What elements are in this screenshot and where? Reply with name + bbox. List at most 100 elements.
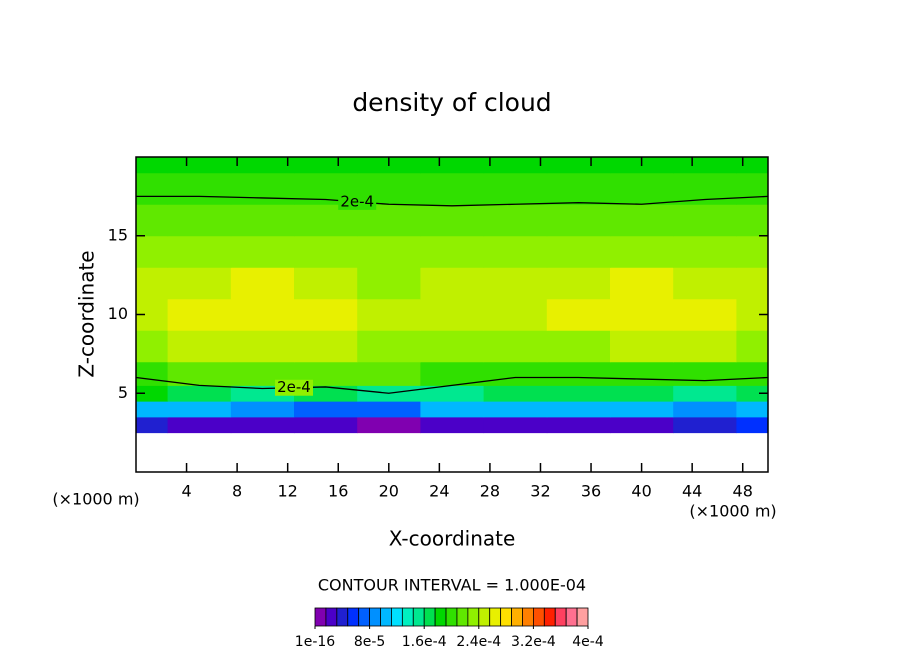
x-axis-label: X-coordinate <box>389 527 516 551</box>
field-cell <box>167 172 232 205</box>
field-cell <box>673 157 737 174</box>
colorbar-box <box>500 607 512 627</box>
x-tick-label: 32 <box>530 482 550 501</box>
field-cell <box>167 298 232 331</box>
field-cell <box>483 172 548 205</box>
x-unit-right: (×1000 m) <box>689 502 776 521</box>
field-cell <box>673 330 737 363</box>
x-unit-left: (×1000 m) <box>52 490 139 509</box>
colorbar-label: 3.2e-4 <box>511 634 556 650</box>
field-cell <box>736 235 769 268</box>
field-cell <box>420 267 485 300</box>
field-cell <box>136 172 169 205</box>
x-tick-label: 48 <box>733 482 753 501</box>
colorbar-box <box>369 607 381 627</box>
field-cell <box>610 204 674 237</box>
field-cell <box>610 267 674 300</box>
contour-line <box>135 376 769 394</box>
contour-label-bg <box>338 193 377 210</box>
colorbar-box <box>401 607 414 627</box>
colorbar-box <box>314 607 327 627</box>
field-cell <box>610 385 674 402</box>
field-cell <box>420 416 485 434</box>
field-cell <box>167 330 232 363</box>
field-cell <box>167 401 232 418</box>
field-cell <box>483 385 548 402</box>
colorbar-box <box>423 607 436 627</box>
field-cell <box>420 361 485 386</box>
field-cell <box>167 204 232 237</box>
field-cell <box>136 401 169 418</box>
colorbar-box <box>445 607 458 627</box>
colorbar-box <box>467 607 480 627</box>
colorbar-label: 4e-4 <box>572 634 604 650</box>
field-cell <box>610 401 674 418</box>
field-cell <box>673 204 737 237</box>
field-cell <box>136 385 169 402</box>
field-cell <box>736 385 769 402</box>
field-cell <box>230 172 295 205</box>
field-cell <box>610 361 674 386</box>
field-cell <box>420 204 485 237</box>
field-cell <box>230 416 295 434</box>
x-tick-label: 36 <box>581 482 601 501</box>
field-cell <box>483 401 548 418</box>
x-tick-label: 28 <box>480 482 500 501</box>
colorbar-label: 2.4e-4 <box>456 634 501 650</box>
field-cell <box>357 330 421 363</box>
field-cell <box>546 267 611 300</box>
colorbar-box <box>478 607 491 627</box>
colorbar-box <box>565 607 578 627</box>
x-tick-label: 40 <box>631 482 651 501</box>
x-tick-label: 8 <box>232 482 242 501</box>
field-cell <box>546 385 611 402</box>
field-cell <box>420 157 485 174</box>
x-tick-label: 20 <box>379 482 399 501</box>
field-cell <box>357 361 421 386</box>
field-cell <box>230 401 295 418</box>
field-cell <box>136 330 169 363</box>
field-cell <box>167 361 232 386</box>
field-cell <box>483 267 548 300</box>
colorbar-label: 1.6e-4 <box>402 634 447 650</box>
field-cell <box>736 416 769 434</box>
field-cell <box>420 298 485 331</box>
field-cell <box>136 361 169 386</box>
field-cell <box>420 330 485 363</box>
field-cell <box>546 416 611 434</box>
field-cell <box>230 235 295 268</box>
field-cell <box>167 385 232 402</box>
field-cell <box>357 298 421 331</box>
field-cell <box>546 204 611 237</box>
field-cell <box>736 330 769 363</box>
field-cell <box>546 172 611 205</box>
field-cell <box>136 235 169 268</box>
field-cell <box>167 235 232 268</box>
x-tick-label: 4 <box>181 482 191 501</box>
colorbar-box <box>434 607 447 627</box>
field-cell <box>673 298 737 331</box>
field-cell <box>610 416 674 434</box>
field-cell <box>610 235 674 268</box>
colorbar-label: 1e-16 <box>295 634 335 650</box>
x-tick-label: 24 <box>429 482 449 501</box>
field-cell <box>736 401 769 418</box>
field-cell <box>546 401 611 418</box>
field-cell <box>357 416 421 434</box>
y-axis-label: Z-coordinate <box>75 250 99 377</box>
field-cell <box>294 157 358 174</box>
field-cell <box>294 330 358 363</box>
field-cell <box>546 157 611 174</box>
field-cell <box>546 330 611 363</box>
field-cell <box>136 416 169 434</box>
field-cell <box>294 401 358 418</box>
contour-label-bg <box>275 379 313 396</box>
colorbar-box <box>412 607 425 627</box>
field-cell <box>420 172 485 205</box>
chart-title: density of cloud <box>352 88 551 117</box>
colorbar-label: 8e-5 <box>354 634 385 650</box>
y-tick-label: 15 <box>108 225 128 244</box>
colorbar-box <box>511 607 523 627</box>
colorbar-box <box>380 607 392 627</box>
